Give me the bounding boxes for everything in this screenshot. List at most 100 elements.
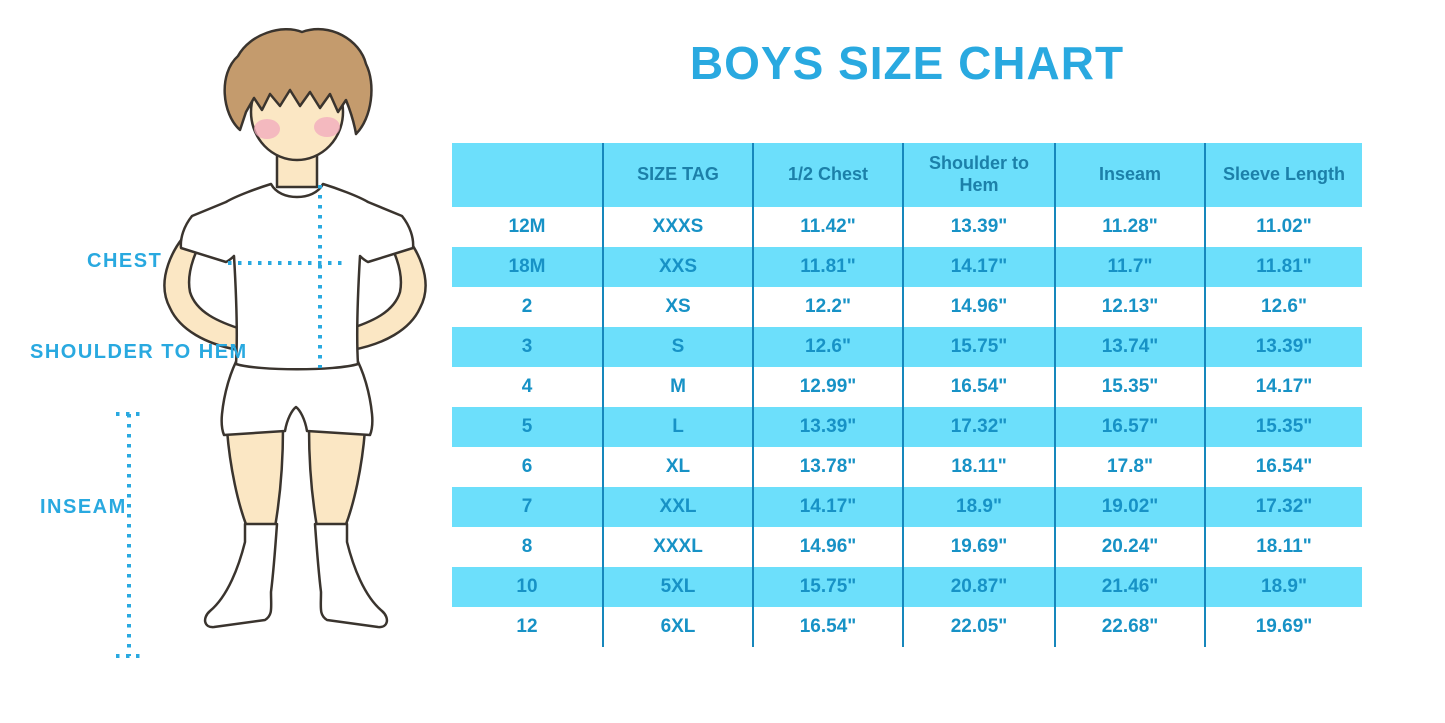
shoulder-to-hem-cell: 18.11" xyxy=(902,447,1055,487)
hair-shape xyxy=(223,27,373,136)
size-cell: 6 xyxy=(521,456,533,477)
sleeve-length-cell: 16.54" xyxy=(1204,447,1362,487)
inseam-label: INSEAM xyxy=(40,496,127,518)
half-chest-cell: 16.54" xyxy=(752,607,903,647)
page-title: BOYS SIZE CHART xyxy=(689,37,1125,89)
half-chest-cell: 15.75" xyxy=(752,567,903,607)
column-header: Shoulder to Hem xyxy=(902,143,1055,207)
half-chest-cell: 12.2" xyxy=(752,287,903,327)
inseam-cell: 19.02" xyxy=(1054,487,1205,527)
sleeve-length-cell: 18.9" xyxy=(1204,567,1362,607)
sleeve-length-cell: 19.69" xyxy=(1204,607,1362,647)
right-cheek-blush xyxy=(314,117,340,137)
inseam-cell: 16.57" xyxy=(1054,407,1205,447)
size-tag-cell: XXXS xyxy=(602,207,753,247)
sleeve-length-cell: 18.11" xyxy=(1204,527,1362,567)
shoulder-to-hem-label: SHOULDER TO HEM xyxy=(30,341,248,363)
table-row: 12 6XL 16.54" 22.05" 22.68" 19.69" xyxy=(452,607,1362,647)
size-tag-cell: XXL xyxy=(602,487,753,527)
size-tag-cell: 6XL xyxy=(602,607,753,647)
half-chest-cell: 12.6" xyxy=(752,327,903,367)
table-body: 12M XXXS 11.42" 13.39" 11.28" 11.02" 18M XXS 11.… xyxy=(452,207,1362,647)
half-chest-cell: 13.39" xyxy=(752,407,903,447)
inseam-cell: 15.35" xyxy=(1054,367,1205,407)
right-leg-shape xyxy=(307,426,367,529)
inseam-cell: 20.24" xyxy=(1054,527,1205,567)
table-row: 3 S 12.6" 15.75" 13.74" 13.39" xyxy=(452,327,1362,367)
shoulder-to-hem-cell: 22.05" xyxy=(902,607,1055,647)
half-chest-cell: 12.99" xyxy=(752,367,903,407)
size-tag-cell: L xyxy=(602,407,753,447)
size-tag-cell: 5XL xyxy=(602,567,753,607)
size-tag-cell: XXS xyxy=(602,247,753,287)
shoulder-to-hem-cell: 13.39" xyxy=(902,207,1055,247)
table-row: 8 XXXL 14.96" 19.69" 20.24" 18.11" xyxy=(452,527,1362,567)
table-row: 12M XXXS 11.42" 13.39" 11.28" 11.02" xyxy=(452,207,1362,247)
tshirt-shape xyxy=(179,182,415,371)
left-leg-shape xyxy=(225,426,285,529)
column-header: 1/2 Chest xyxy=(752,143,903,207)
size-tag-cell: XS xyxy=(602,287,753,327)
sleeve-length-cell: 15.35" xyxy=(1204,407,1362,447)
table-row: 4 M 12.99" 16.54" 15.35" 14.17" xyxy=(452,367,1362,407)
size-tag-cell: S xyxy=(602,327,753,367)
table-row: 18M XXS 11.81" 14.17" 11.7" 11.81" xyxy=(452,247,1362,287)
inseam-cell: 11.28" xyxy=(1054,207,1205,247)
size-table: SIZE TAG 1/2 Chest Shoulder to Hem Inseam Sl… xyxy=(452,143,1362,647)
shoulder-to-hem-cell: 17.32" xyxy=(902,407,1055,447)
size-tag-cell: XXXL xyxy=(602,527,753,567)
size-cell: 10 xyxy=(452,567,603,607)
shoulder-to-hem-cell: 16.54" xyxy=(902,367,1055,407)
sleeve-length-cell: 11.81" xyxy=(1204,247,1362,287)
half-chest-cell: 11.42" xyxy=(752,207,903,247)
inseam-cell: 17.8" xyxy=(1054,447,1205,487)
size-cell: 8 xyxy=(521,536,533,557)
shoulder-to-hem-cell: 20.87" xyxy=(902,567,1055,607)
size-cell: 5 xyxy=(452,407,603,447)
header-row: SIZE TAG 1/2 Chest Shoulder to Hem Inseam Sl… xyxy=(452,143,1362,207)
shorts-shape xyxy=(220,354,374,437)
shoulder-to-hem-cell: 15.75" xyxy=(902,327,1055,367)
size-cell: 12 xyxy=(516,616,538,637)
sleeve-length-cell: 14.17" xyxy=(1204,367,1362,407)
column-header: Sleeve Length xyxy=(1204,143,1362,207)
sleeve-length-cell: 12.6" xyxy=(1204,287,1362,327)
size-cell: 4 xyxy=(521,376,533,397)
inseam-cell: 22.68" xyxy=(1054,607,1205,647)
measurement-figure: CHEST SHOULDER TO HEM INSEAM xyxy=(0,0,450,723)
table-row: 5 L 13.39" 17.32" 16.57" 15.35" xyxy=(452,407,1362,447)
shoulder-to-hem-cell: 18.9" xyxy=(902,487,1055,527)
sleeve-length-cell: 13.39" xyxy=(1204,327,1362,367)
inseam-cell: 12.13" xyxy=(1054,287,1205,327)
boy-illustration xyxy=(116,27,427,658)
half-chest-cell: 14.96" xyxy=(752,527,903,567)
inseam-cell: 21.46" xyxy=(1054,567,1205,607)
table-row: 10 5XL 15.75" 20.87" 21.46" 18.9" xyxy=(452,567,1362,607)
sleeve-length-cell: 17.32" xyxy=(1204,487,1362,527)
left-cheek-blush xyxy=(254,119,280,139)
half-chest-cell: 11.81" xyxy=(752,247,903,287)
shoulder-to-hem-cell: 14.17" xyxy=(902,247,1055,287)
table-row: 7 XXL 14.17" 18.9" 19.02" 17.32" xyxy=(452,487,1362,527)
column-header: Inseam xyxy=(1054,143,1205,207)
shoulder-to-hem-cell: 19.69" xyxy=(902,527,1055,567)
size-cell: 2 xyxy=(521,296,533,317)
shoulder-to-hem-cell: 14.96" xyxy=(902,287,1055,327)
half-chest-cell: 13.78" xyxy=(752,447,903,487)
size-tag-cell: M xyxy=(602,367,753,407)
right-sock-shape xyxy=(313,522,389,629)
column-header: SIZE TAG xyxy=(602,143,753,207)
size-cell: 18M xyxy=(452,247,603,287)
inseam-cell: 13.74" xyxy=(1054,327,1205,367)
sleeve-length-cell: 11.02" xyxy=(1204,207,1362,247)
size-cell: 7 xyxy=(452,487,603,527)
inseam-cell: 11.7" xyxy=(1054,247,1205,287)
table-header: SIZE TAG 1/2 Chest Shoulder to Hem Inseam Sl… xyxy=(452,143,1362,207)
chest-label: CHEST xyxy=(87,250,163,272)
table-row: 2 XS 12.2" 14.96" 12.13" 12.6" xyxy=(452,287,1362,327)
size-cell: 3 xyxy=(452,327,603,367)
size-column-header xyxy=(452,143,603,207)
half-chest-cell: 14.17" xyxy=(752,487,903,527)
size-tag-cell: XL xyxy=(602,447,753,487)
